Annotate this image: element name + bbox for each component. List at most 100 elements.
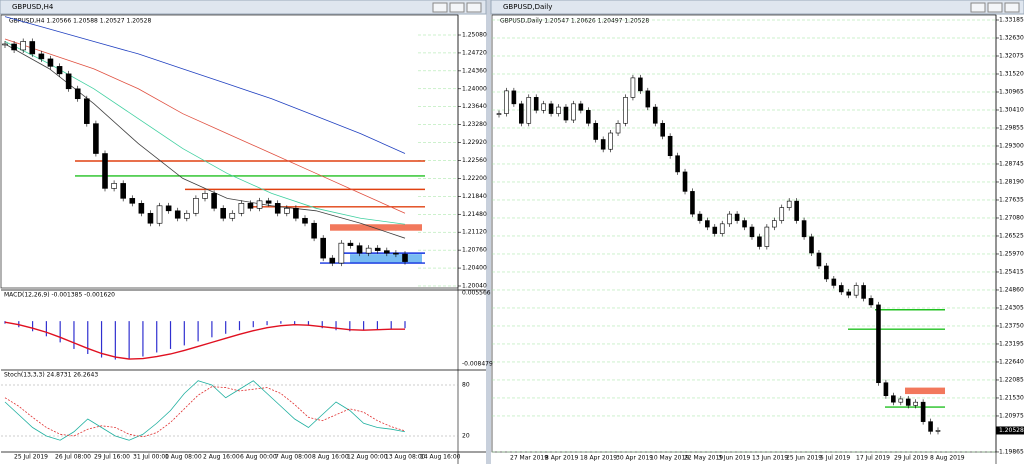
minimize-button[interactable] — [970, 2, 986, 13]
candle-body — [284, 208, 290, 214]
price-label: 1.29300 — [999, 142, 1024, 149]
candle-body — [120, 183, 126, 199]
candle-body — [293, 208, 299, 219]
date-label: 17 Jul 2019 — [856, 455, 890, 462]
candle-body — [302, 217, 308, 224]
zone — [905, 387, 945, 395]
price-label: 1.32630 — [999, 34, 1024, 41]
price-label: 1.25970 — [999, 250, 1024, 257]
candle-body — [365, 247, 372, 254]
price-label: 1.24000 — [462, 85, 487, 92]
moving-average — [4, 41, 406, 225]
candle-body — [920, 401, 926, 422]
candle-body — [184, 212, 190, 219]
candle-body — [563, 106, 569, 121]
date-label: 7 Aug 08:00 — [275, 454, 312, 461]
candle-body — [705, 220, 710, 228]
candle-body — [129, 198, 136, 204]
price-label: 1.23640 — [462, 103, 487, 110]
price-label: 1.26525 — [999, 232, 1024, 239]
date-label: 6 Aug 00:00 — [240, 454, 277, 461]
date-label: 13 Aug 08:00 — [385, 454, 426, 461]
minimize-button[interactable] — [432, 2, 448, 13]
candle-body — [556, 106, 561, 114]
candle-body — [712, 226, 718, 234]
candle-body — [816, 252, 822, 267]
date-label: 13 Jun 2019 — [752, 455, 788, 462]
date-label: 27 Mar 2019 — [510, 455, 548, 462]
candle-body — [801, 220, 807, 238]
candle-body — [533, 97, 539, 111]
candle-body — [600, 139, 606, 150]
moving-average — [4, 38, 406, 214]
maximize-button[interactable] — [449, 2, 465, 13]
candle-body — [402, 253, 408, 262]
candle-body — [593, 122, 599, 140]
price-label: 1.20400 — [462, 265, 487, 272]
candle-body — [615, 122, 621, 134]
candle-body — [265, 200, 272, 204]
candle-body — [935, 430, 941, 432]
titlebar — [490, 0, 1024, 15]
candle-body — [831, 278, 837, 286]
candle-body — [846, 291, 852, 296]
date-label: 18 Apr 2019 — [580, 455, 617, 462]
indicator-scale-label: 80 — [462, 382, 470, 389]
candle-body — [174, 210, 181, 219]
price-label: 1.30965 — [999, 88, 1024, 95]
candle-body — [238, 203, 245, 214]
price-label: 1.22085 — [999, 376, 1024, 383]
titlebar — [0, 0, 487, 15]
candle-body — [779, 207, 785, 221]
date-label: 8 Aug 2019 — [930, 455, 965, 462]
candle-body — [138, 203, 145, 214]
candle-body — [329, 257, 336, 264]
macd-signal — [4, 321, 405, 360]
date-label: 29 Jul 2019 — [894, 455, 928, 462]
candle-body — [883, 382, 889, 397]
candle-body — [29, 41, 36, 55]
date-label: 31 Jul 00:00 — [133, 454, 169, 461]
splitter — [486, 0, 491, 464]
price-label: 1.25080 — [462, 32, 487, 39]
candle-body — [891, 395, 896, 403]
indicator-label: MACD(12,26,9) -0.001385 -0.001620 — [4, 292, 115, 299]
maximize-button[interactable] — [987, 2, 1003, 13]
candle-body — [905, 398, 911, 406]
candle-body — [652, 106, 658, 124]
candle-body — [93, 123, 99, 154]
candle-body — [742, 220, 747, 228]
candle-body — [519, 103, 524, 124]
candle-body — [193, 198, 199, 214]
indicator-label: Stoch(13,3,3) 24.8731 26.2643 — [4, 372, 98, 379]
candle-body — [548, 103, 554, 114]
price-label: 1.20975 — [999, 412, 1024, 419]
candle-body — [526, 97, 532, 124]
candle-body — [853, 285, 859, 296]
candle-body — [734, 213, 740, 221]
candle-body — [608, 132, 613, 150]
candle-body — [578, 103, 584, 111]
price-label: 1.29855 — [999, 124, 1024, 131]
chart-info: GBPUSD,Daily 1.20547 1.20626 1.20497 1.2… — [500, 18, 649, 25]
current-price-box — [996, 426, 1024, 435]
current-price-label: 1.20528 — [999, 427, 1024, 434]
window-title: GBPUSD,Daily — [503, 3, 552, 11]
candle-body — [311, 222, 317, 239]
price-label: 1.21480 — [462, 211, 487, 218]
candle-body — [384, 250, 390, 254]
close-button[interactable] — [466, 2, 482, 13]
right-titlebar: GBPUSD,Daily — [490, 0, 1024, 15]
candle-body — [247, 203, 254, 209]
candle-body — [638, 77, 643, 92]
candle-body — [2, 43, 8, 46]
price-label: 1.24360 — [462, 67, 487, 74]
price-label: 1.19865 — [999, 448, 1024, 455]
close-button[interactable] — [1004, 2, 1020, 13]
candle-body — [165, 205, 172, 212]
candle-body — [645, 90, 651, 108]
candle-body — [56, 66, 63, 75]
candle-body — [211, 193, 217, 209]
indicator-scale-label: -0.008479 — [462, 361, 493, 368]
chart-info: GBPUSD,H4 1.20566 1.20588 1.20527 1.2052… — [9, 18, 151, 25]
